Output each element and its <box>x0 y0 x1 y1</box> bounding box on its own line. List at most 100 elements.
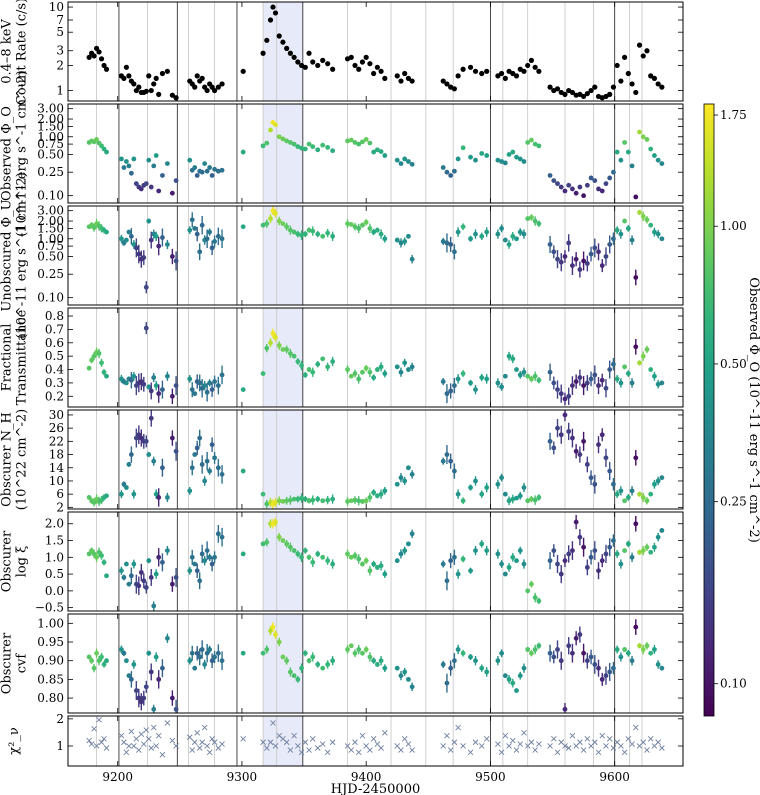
data-point <box>135 747 142 753</box>
y-axis-label: Obscurer <box>0 530 15 592</box>
data-point <box>629 81 635 87</box>
data-point <box>405 75 412 81</box>
data-point <box>138 435 144 441</box>
y-tick-label: 6 <box>56 487 64 501</box>
data-point <box>215 650 221 656</box>
data-point <box>201 724 208 731</box>
data-point <box>558 184 564 190</box>
data-point <box>104 573 109 579</box>
data-point <box>479 375 485 380</box>
highlight-band <box>263 512 303 611</box>
panel-phi_u: 0.10 0.25 0.500.751.001.502.003.00 Unobscur… <box>0 172 684 339</box>
data-point <box>153 571 159 577</box>
data-point <box>455 73 461 79</box>
data-point <box>291 54 297 60</box>
data-point <box>562 743 568 749</box>
data-point <box>394 558 400 564</box>
data-point <box>291 548 297 553</box>
data-point <box>348 498 354 504</box>
data-point <box>104 149 109 155</box>
data-point <box>283 739 290 746</box>
data-point <box>398 475 404 481</box>
data-point <box>532 647 538 652</box>
data-point <box>655 534 661 540</box>
data-point <box>194 568 200 574</box>
data-point <box>280 538 286 543</box>
data-point <box>629 658 635 664</box>
data-point <box>143 181 149 187</box>
data-point <box>629 488 635 494</box>
data-point <box>599 263 605 269</box>
data-point <box>374 227 380 233</box>
data-point <box>363 137 369 142</box>
data-point <box>273 122 278 128</box>
data-point <box>451 468 457 474</box>
data-point <box>367 225 373 231</box>
data-point <box>648 146 654 152</box>
data-point <box>148 388 154 394</box>
data-point <box>440 379 446 384</box>
data-point <box>128 728 135 735</box>
data-point <box>310 497 316 503</box>
data-point <box>625 371 631 376</box>
y-axis-label: Unobscured Φ_U <box>0 199 15 311</box>
data-point <box>398 240 404 246</box>
data-point <box>240 387 246 393</box>
data-point <box>444 578 450 584</box>
data-point <box>302 231 308 237</box>
data-point <box>644 643 650 649</box>
data-point <box>156 188 162 194</box>
data-point <box>356 647 362 652</box>
data-point <box>611 665 616 671</box>
data-point <box>562 188 568 194</box>
data-point <box>473 387 478 393</box>
data-point <box>409 747 415 753</box>
data-point <box>148 237 154 243</box>
data-point <box>622 364 628 370</box>
data-point <box>202 662 208 667</box>
data-point <box>581 544 587 550</box>
data-point <box>525 498 531 504</box>
data-point <box>622 218 628 224</box>
data-point <box>151 603 157 609</box>
data-point <box>514 367 519 372</box>
data-point <box>136 84 142 90</box>
data-point <box>551 445 557 451</box>
y-tick-label: 2.00 <box>37 112 64 126</box>
data-point <box>299 145 304 151</box>
data-point <box>199 551 205 557</box>
data-point <box>186 734 193 741</box>
data-point <box>440 743 447 749</box>
data-point <box>133 736 140 742</box>
data-point <box>402 360 408 366</box>
data-point <box>570 650 575 656</box>
data-point <box>173 258 179 264</box>
data-point <box>126 73 132 79</box>
y-tick-label: 18 <box>49 448 64 462</box>
data-point <box>187 227 193 233</box>
data-point <box>287 50 293 56</box>
data-point <box>510 233 516 239</box>
data-point <box>562 396 568 402</box>
data-point <box>219 167 225 173</box>
data-point <box>569 732 576 739</box>
data-point <box>291 229 297 235</box>
data-point <box>625 70 631 77</box>
data-point <box>276 134 282 140</box>
data-point <box>460 224 466 230</box>
data-point <box>402 669 408 675</box>
data-point <box>352 224 358 230</box>
data-point <box>151 458 157 464</box>
data-point <box>517 673 523 679</box>
data-point <box>632 724 639 731</box>
y-axis-label: Obscurer N_H <box>0 412 15 507</box>
data-point <box>648 73 654 79</box>
data-point <box>614 62 620 69</box>
data-point <box>633 275 639 280</box>
data-point <box>173 448 179 454</box>
data-point <box>141 255 147 260</box>
data-point <box>273 519 278 525</box>
data-point <box>267 739 274 746</box>
data-point <box>644 498 650 504</box>
data-point <box>367 568 373 574</box>
